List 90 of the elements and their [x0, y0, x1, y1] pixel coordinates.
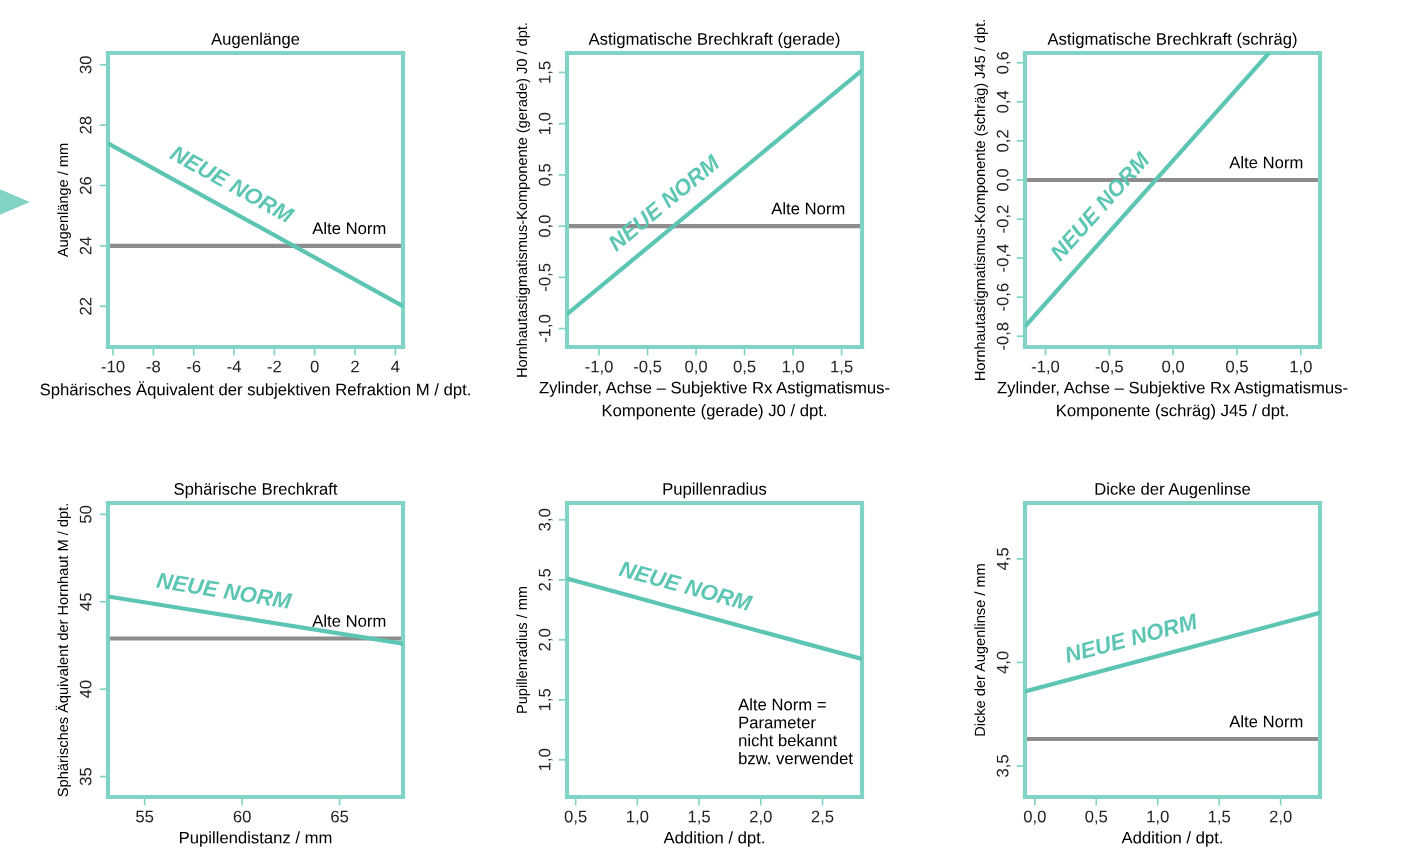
- x-tick-label: 0,5: [1226, 360, 1248, 375]
- chart-title: Astigmatische Brechkraft (gerade): [588, 32, 840, 49]
- y-axis-title: Hornhautastigmatismus-Komponente (schräg) J45 / dpt.: [974, 20, 988, 380]
- y-axis-title: Augenlänge / mm: [57, 143, 71, 258]
- y-tick-label: 0,4: [996, 90, 1011, 113]
- x-axis-title: Addition / dpt.: [1121, 831, 1222, 847]
- x-tick-label: 1,0: [627, 810, 649, 825]
- x-tick-label: -2: [267, 360, 281, 373]
- y-tick-label: 30: [79, 56, 92, 74]
- y-tick-label: 1,0: [538, 748, 553, 771]
- x-tick-label: 2,5: [811, 810, 834, 825]
- y-tick-label: 0,2: [996, 130, 1011, 152]
- y-tick-label: 26: [79, 176, 92, 194]
- y-tick-label: 45: [79, 593, 92, 611]
- x-tick-label: 0: [310, 360, 319, 373]
- x-tick-label: 1,0: [782, 360, 805, 375]
- chart-title: Pupillenradius: [663, 482, 767, 499]
- text: NEUE NORM: [1063, 613, 1199, 664]
- y-tick-label: 3,0: [538, 508, 553, 531]
- x-axis-title: Addition / dpt.: [663, 831, 764, 847]
- y-tick-label: -1,0: [538, 314, 553, 343]
- x-tick-label: 0,0: [1023, 810, 1046, 825]
- ref-line-label: Alte Norm: [312, 614, 386, 627]
- y-tick-label: -0,6: [996, 283, 1011, 311]
- x-tick-label: -4: [227, 360, 241, 373]
- y-tick-label: 24: [79, 237, 92, 255]
- y-tick-label: 4,5: [996, 548, 1011, 571]
- x-tick-label: 0,0: [1162, 360, 1185, 375]
- x-tick-label: -1,0: [585, 360, 613, 375]
- ref-line-label: Alte Norm: [1229, 156, 1303, 169]
- ref-line-label: Alte Norm: [312, 222, 386, 235]
- x-tick-label: 65: [331, 810, 349, 823]
- chart-title: Astigmatische Brechkraft (schräg): [1047, 32, 1297, 49]
- y-tick-label: -0,8: [996, 322, 1011, 350]
- y-tick-label: 35: [79, 767, 92, 786]
- x-tick-label: 2,0: [1269, 810, 1292, 825]
- x-tick-label: -1,0: [1031, 360, 1060, 375]
- y-tick-label: 40: [79, 680, 92, 699]
- x-tick-label: 60: [233, 810, 251, 823]
- y-tick-label: 1,5: [538, 61, 553, 83]
- chart-title: Augenlänge: [211, 32, 300, 49]
- text: NEUE NORM: [618, 560, 754, 612]
- y-axis-title: Hornhautastigmatismus-Komponente (gerade) J0 / dpt.: [516, 23, 530, 377]
- chart-title: Dicke der Augenlinse: [1095, 482, 1251, 499]
- x-tick-label: -6: [187, 360, 201, 373]
- y-axis-title: Dicke der Augenlinse / mm: [974, 564, 988, 736]
- y-axis-title: Pupillenradius / mm: [516, 586, 530, 713]
- y-tick-label: 1,5: [538, 688, 553, 711]
- x-tick-label: 1,5: [831, 360, 853, 375]
- x-tick-label: 1,0: [1290, 360, 1312, 375]
- y-tick-label: 0,0: [996, 169, 1011, 191]
- x-tick-label: -0,5: [1095, 360, 1123, 375]
- y-tick-label: 2,5: [538, 568, 553, 591]
- x-tick-label: 1,0: [1147, 810, 1169, 825]
- x-axis-title: Pupillendistanz / mm: [179, 831, 332, 847]
- x-tick-label: 0,0: [685, 360, 707, 375]
- y-tick-label: 1,0: [538, 112, 553, 134]
- y-tick-label: -0,4: [996, 244, 1011, 272]
- text: NEUE NORM: [156, 572, 293, 610]
- x-tick-label: 55: [136, 810, 154, 823]
- y-tick-label: -0,5: [538, 263, 553, 291]
- y-tick-label: 22: [79, 297, 92, 315]
- x-tick-label: 0,5: [564, 810, 587, 825]
- y-tick-label: 4,0: [996, 651, 1011, 674]
- x-tick-label: -10: [101, 360, 125, 373]
- y-tick-label: 50: [79, 505, 92, 523]
- y-tick-label: 0,0: [538, 215, 553, 238]
- y-tick-label: 2,0: [538, 628, 553, 651]
- x-axis-title: Zylinder, Achse – Subjektive Rx Astigmatismus- Komponente (gerade) J0 / dpt.: [539, 381, 890, 420]
- x-tick-label: 4: [391, 360, 400, 373]
- ref-line-label: Alte Norm: [1229, 715, 1303, 728]
- y-tick-label: 3,5: [996, 755, 1011, 777]
- x-tick-label: 0,5: [733, 360, 756, 375]
- x-tick-label: 2,0: [750, 810, 772, 825]
- ref-line-label: Alte Norm: [771, 202, 845, 215]
- x-tick-label: 1,5: [1208, 810, 1231, 825]
- y-tick-label: 28: [79, 116, 92, 134]
- x-tick-label: -8: [146, 360, 161, 373]
- y-tick-label: 0,5: [538, 164, 553, 186]
- y-axis-title: Sphärisches Äquivalent der Hornhaut M / dpt.: [55, 504, 71, 797]
- chart-title: Sphärische Brechkraft: [174, 482, 338, 499]
- y-tick-label: 0,6: [996, 51, 1011, 74]
- x-tick-label: 2: [351, 360, 359, 373]
- y-tick-label: -0,2: [996, 205, 1011, 233]
- x-tick-label: -0,5: [633, 360, 662, 375]
- x-tick-label: 0,5: [1085, 810, 1108, 825]
- x-tick-label: 1,5: [688, 810, 710, 825]
- x-axis-title: Sphärisches Äquivalent der subjektiven Refraktion M / dpt.: [40, 381, 470, 399]
- x-axis-title: Zylinder, Achse – Subjektive Rx Astigmatismus- Komponente (schräg) J45 / dpt.: [997, 381, 1348, 420]
- annotation: Alte Norm = Parameter nicht bekannt bzw. verwendet: [738, 698, 853, 765]
